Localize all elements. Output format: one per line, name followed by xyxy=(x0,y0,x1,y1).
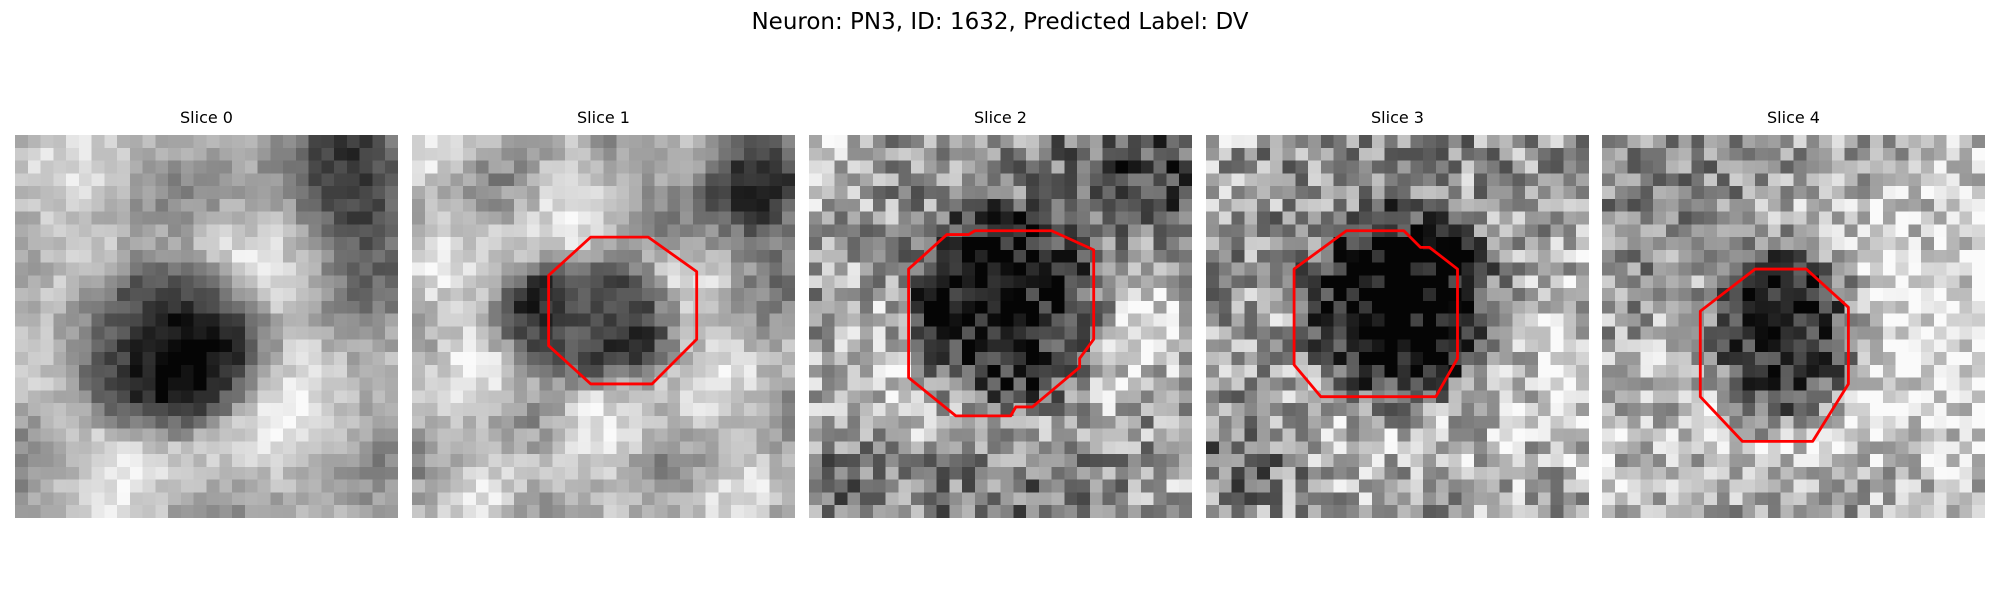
figure-title: Neuron: PN3, ID: 1632, Predicted Label: … xyxy=(751,9,1249,35)
slice-title-1: Slice 1 xyxy=(577,108,630,127)
slice-panel-2: Slice 2 xyxy=(809,108,1192,518)
slice-title-4: Slice 4 xyxy=(1767,108,1820,127)
slice-image-0 xyxy=(15,135,398,518)
neuron-contour-1 xyxy=(547,235,699,386)
slice-title-0: Slice 0 xyxy=(180,108,233,127)
slice-image-1 xyxy=(412,135,795,518)
slice-panel-3: Slice 3 xyxy=(1206,108,1589,518)
slice-panel-1: Slice 1 xyxy=(412,108,795,518)
slice-panel-0: Slice 0 xyxy=(15,108,398,518)
slice-image-4 xyxy=(1602,135,1985,518)
slice-panel-4: Slice 4 xyxy=(1602,108,1985,518)
neuron-contour-4 xyxy=(1698,267,1850,443)
neuron-contour-2 xyxy=(907,229,1096,418)
slice-title-2: Slice 2 xyxy=(974,108,1027,127)
slice-title-3: Slice 3 xyxy=(1371,108,1424,127)
slice-image-3 xyxy=(1206,135,1589,518)
neuron-contour-3 xyxy=(1292,229,1459,399)
slice-image-2 xyxy=(809,135,1192,518)
